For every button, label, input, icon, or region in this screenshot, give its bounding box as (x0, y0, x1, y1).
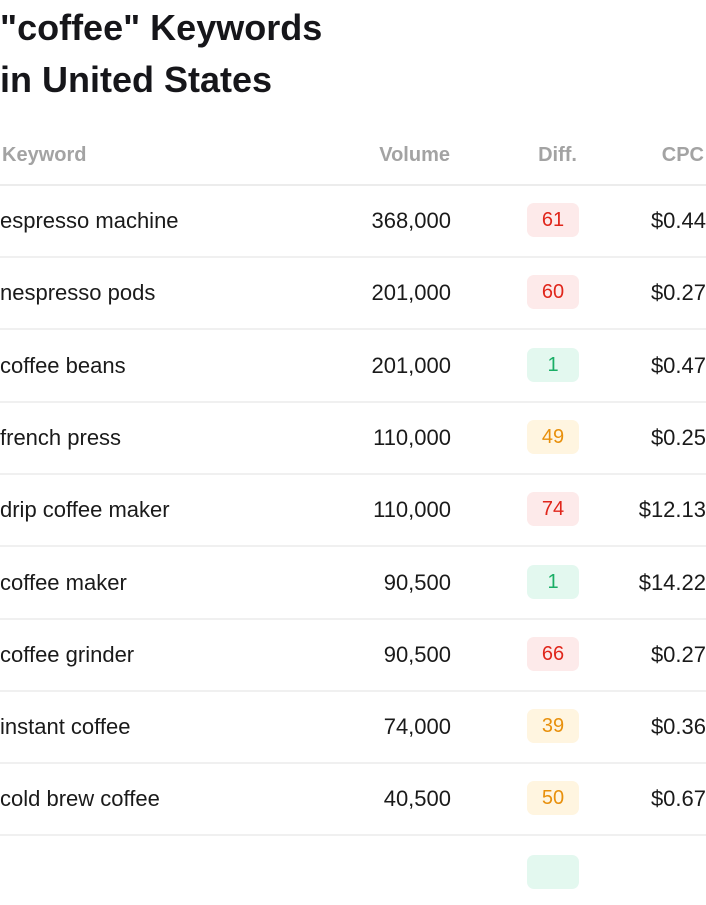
volume-cell: 90,500 (383, 641, 451, 667)
title-line: "coffee" Keywords (0, 7, 323, 48)
difficulty-badge: 66 (527, 636, 579, 671)
cpc-cell: $14.22 (638, 569, 706, 595)
difficulty-badge: 61 (527, 203, 579, 237)
volume-cell: 110,000 (373, 497, 451, 523)
table-row[interactable]: cold brew coffee 40,500 50 $0.67 (0, 764, 706, 837)
table-row[interactable]: french press 110,000 49 $0.25 (0, 403, 706, 475)
keyword-cell[interactable]: coffee beans (0, 352, 126, 378)
column-header-cpc[interactable]: CPC (661, 144, 704, 166)
column-header-keyword[interactable]: Keyword (2, 144, 87, 166)
cpc-cell: $0.44 (650, 208, 706, 233)
table-row[interactable] (0, 835, 706, 905)
keyword-cell[interactable]: instant coffee (0, 714, 131, 740)
difficulty-badge: 50 (527, 781, 579, 816)
difficulty-badge: 39 (527, 709, 579, 744)
keyword-cell[interactable]: espresso machine (0, 208, 179, 233)
volume-cell: 110,000 (373, 424, 451, 450)
title-line: in United States (0, 59, 273, 100)
cpc-cell: $0.25 (650, 424, 706, 450)
keyword-cell[interactable]: coffee grinder (0, 641, 135, 667)
cpc-cell: $0.27 (650, 641, 706, 667)
difficulty-badge: 49 (527, 419, 579, 454)
difficulty-badge: 74 (527, 492, 579, 527)
keyword-cell[interactable]: french press (0, 424, 122, 450)
difficulty-badge (527, 855, 579, 889)
table-header: Keyword Volume Diff. CPC (0, 140, 706, 186)
volume-cell: 90,500 (383, 569, 451, 595)
volume-cell: 201,000 (371, 280, 451, 306)
volume-cell: 74,000 (383, 714, 451, 740)
table-row[interactable]: coffee beans 201,000 1 $0.47 (0, 331, 706, 403)
volume-cell: 40,500 (383, 786, 451, 812)
table-row[interactable]: espresso machine 368,000 61 $0.44 (0, 186, 706, 258)
cpc-cell: $0.47 (650, 352, 706, 378)
keyword-cell[interactable]: nespresso pods (0, 280, 156, 306)
difficulty-badge: 1 (527, 564, 579, 599)
cpc-cell: $0.36 (650, 714, 706, 740)
column-header-volume[interactable]: Volume (379, 144, 450, 166)
cpc-cell: $0.67 (650, 786, 706, 812)
table-row[interactable]: drip coffee maker 110,000 74 $12.13 (0, 475, 706, 548)
column-header-diff[interactable]: Diff. (538, 144, 577, 166)
table-row[interactable]: instant coffee 74,000 39 $0.36 (0, 692, 706, 765)
keyword-cell[interactable]: coffee maker (0, 569, 127, 595)
table-row[interactable]: coffee maker 90,500 1 $14.22 (0, 548, 706, 620)
table-row[interactable]: coffee grinder 90,500 66 $0.27 (0, 620, 706, 692)
difficulty-badge: 1 (527, 347, 579, 382)
table-row[interactable]: nespresso pods 201,000 60 $0.27 (0, 258, 706, 331)
difficulty-badge: 60 (527, 275, 579, 310)
keyword-cell[interactable]: cold brew coffee (0, 786, 160, 812)
volume-cell: 368,000 (371, 208, 451, 233)
cpc-cell: $12.13 (638, 497, 706, 523)
volume-cell: 201,000 (371, 352, 451, 378)
cpc-cell: $0.27 (650, 280, 706, 306)
keyword-cell[interactable]: drip coffee maker (0, 497, 170, 523)
page-title: "coffee" Keywords in United States (0, 2, 600, 106)
